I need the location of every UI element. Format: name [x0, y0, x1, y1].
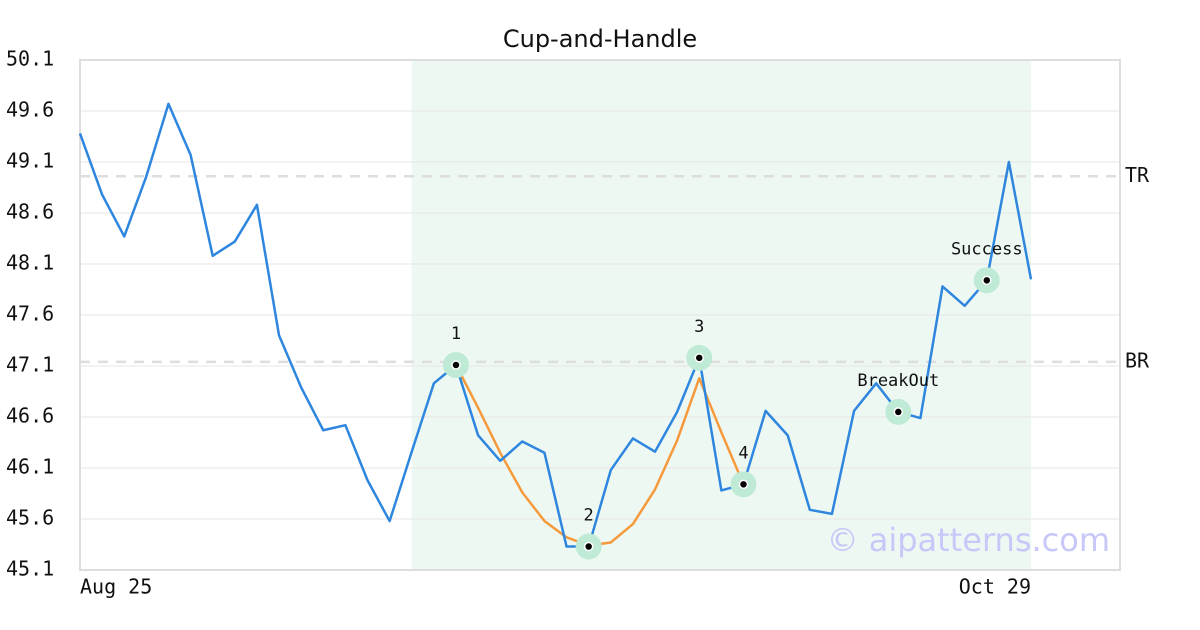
series-line	[78, 102, 1033, 548]
pattern-point	[583, 541, 594, 552]
y-tick-label: 48.1	[6, 251, 54, 275]
pattern-label: BreakOut	[857, 371, 939, 391]
level-label: TR	[1125, 163, 1150, 187]
y-tick-label: 46.6	[6, 404, 54, 428]
y-tick-label: 48.6	[6, 200, 54, 224]
watermark: © aipatterns.com	[827, 521, 1110, 559]
y-tick-label: 49.1	[6, 149, 54, 173]
chart-title: Cup-and-Handle	[503, 25, 697, 53]
y-tick-label: 47.1	[6, 353, 54, 377]
y-tick-label: 50.1	[6, 47, 54, 71]
y-tick-label: 47.6	[6, 302, 54, 326]
pattern-point	[893, 407, 904, 417]
level-label: BR	[1125, 348, 1150, 372]
pattern-point	[738, 479, 749, 490]
y-tick-label: 49.6	[6, 98, 54, 122]
pattern-label: 2	[584, 506, 594, 526]
plot-frame	[79, 59, 1121, 571]
pattern-label: 1	[451, 324, 461, 344]
x-tick-label: Oct 29	[959, 575, 1031, 599]
y-tick-label: 46.1	[6, 455, 54, 479]
pattern-label: Success	[951, 239, 1023, 259]
pattern-point	[982, 275, 992, 286]
x-tick-label: Aug 25	[80, 575, 152, 599]
pattern-point	[451, 360, 461, 370]
pattern-label: 4	[738, 443, 748, 463]
pattern-point	[694, 353, 705, 363]
pattern-label: 3	[694, 317, 704, 337]
y-tick-label: 45.6	[6, 506, 54, 530]
y-tick-label: 45.1	[6, 557, 54, 581]
